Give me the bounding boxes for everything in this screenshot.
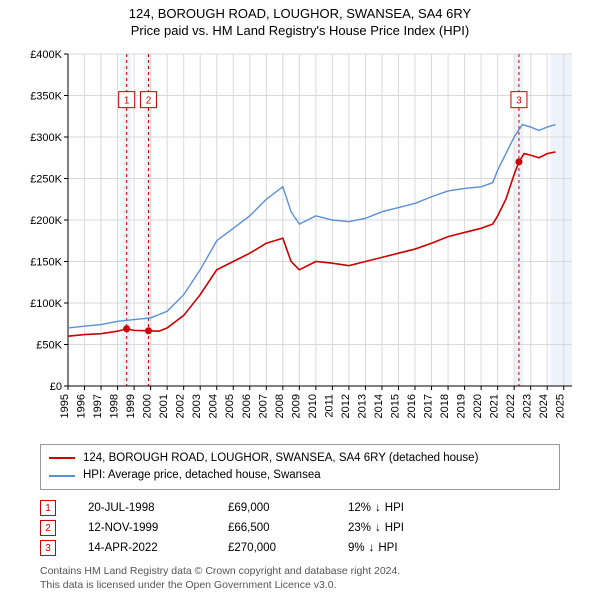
ytick-label: £300K — [30, 132, 62, 144]
sale-diff-pct: 23% — [348, 522, 371, 534]
chart-svg: £0 £50K £100K £150K £200K £250K £300K £350K £400… — [20, 46, 580, 436]
xtick-label: 2012 — [340, 394, 352, 418]
xtick-label: 2021 — [489, 394, 501, 418]
xtick-label: 2004 — [208, 394, 220, 418]
sale-diff-suffix: HPI — [385, 522, 404, 534]
sale-diff-suffix: HPI — [378, 542, 397, 554]
arrow-down-icon: ↓ — [369, 542, 375, 554]
sale-diff: 12% ↓ HPI — [348, 502, 404, 514]
ytick-label: £200K — [30, 215, 62, 227]
sale-marker — [145, 327, 152, 334]
sale-date: 12-NOV-1999 — [88, 522, 228, 534]
xtick-label: 2023 — [522, 394, 534, 418]
sale-marker — [515, 158, 522, 165]
chart-title: 124, BOROUGH ROAD, LOUGHOR, SWANSEA, SA4… — [0, 0, 600, 40]
sale-index-box: 2 — [40, 520, 56, 536]
legend-label: 124, BOROUGH ROAD, LOUGHOR, SWANSEA, SA4… — [83, 450, 478, 467]
ytick-label: £0 — [50, 381, 62, 393]
xtick-label: 1999 — [125, 394, 137, 418]
sales-row: 1 20-JUL-1998£69,00012% ↓ HPI — [40, 498, 560, 518]
sale-date: 20-JUL-1998 — [88, 502, 228, 514]
ytick-label: £100K — [30, 298, 62, 310]
sales-table: 120-JUL-1998£69,00012% ↓HPI212-NOV-1999£… — [40, 498, 560, 558]
sale-index-box: 3 — [40, 540, 56, 556]
sale-diff: 9% ↓HPI — [348, 542, 398, 554]
xtick-label: 2019 — [456, 394, 468, 418]
xtick-label: 2022 — [505, 394, 517, 418]
xtick-label: 2003 — [191, 394, 203, 418]
xtick-label: 2005 — [224, 394, 236, 418]
sale-diff: 23% ↓ HPI — [348, 522, 404, 534]
xtick-label: 2017 — [423, 394, 435, 418]
footer: Contains HM Land Registry data © Crown c… — [40, 564, 560, 592]
xtick-label: 2008 — [274, 394, 286, 418]
sale-diff-suffix: HPI — [385, 502, 404, 514]
xtick-label: 2006 — [241, 394, 253, 418]
legend-swatch — [49, 457, 75, 459]
legend-label: HPI: Average price, detached house, Swan… — [83, 467, 321, 484]
xtick-label: 2015 — [389, 394, 401, 418]
xtick-label: 2000 — [142, 394, 154, 418]
callout-number: 3 — [516, 95, 522, 106]
xtick-label: 2016 — [406, 394, 418, 418]
chart-container: £0 £50K £100K £150K £200K £250K £300K £350K £400… — [20, 46, 580, 436]
series-price_paid — [68, 152, 555, 336]
xtick-label: 2010 — [307, 394, 319, 418]
xtick-label: 2018 — [439, 394, 451, 418]
xtick-label: 1995 — [59, 394, 71, 418]
xtick-label: 2001 — [158, 394, 170, 418]
title-line1: 124, BOROUGH ROAD, LOUGHOR, SWANSEA, SA4… — [0, 6, 600, 23]
arrow-down-icon: ↓ — [375, 502, 381, 514]
arrow-down-icon: ↓ — [375, 522, 381, 534]
xtick-label: 2014 — [373, 394, 385, 418]
xtick-label: 2009 — [290, 394, 302, 418]
footer-line2: This data is licensed under the Open Gov… — [40, 578, 560, 592]
sales-row: 2 12-NOV-1999£66,50023% ↓ HPI — [40, 518, 560, 538]
xtick-label: 1998 — [109, 394, 121, 418]
xtick-label: 2025 — [555, 394, 567, 418]
xtick-label: 2007 — [257, 394, 269, 418]
ytick-label: £250K — [30, 173, 62, 185]
title-line2: Price paid vs. HM Land Registry's House … — [0, 23, 600, 40]
xtick-label: 1996 — [76, 394, 88, 418]
sale-diff-pct: 12% — [348, 502, 371, 514]
ytick-label: £50K — [36, 339, 62, 351]
sale-price: £66,500 — [228, 522, 348, 534]
series-hpi — [68, 124, 555, 327]
xtick-label: 1997 — [92, 394, 104, 418]
legend-swatch — [49, 475, 75, 477]
sale-diff-pct: 9% — [348, 542, 365, 554]
sale-marker — [123, 325, 130, 332]
ytick-label: £400K — [30, 49, 62, 61]
sale-index-box: 1 — [40, 500, 56, 516]
xtick-label: 2011 — [323, 394, 335, 418]
xtick-label: 2002 — [175, 394, 187, 418]
legend-item: HPI: Average price, detached house, Swan… — [49, 467, 551, 484]
legend-item: 124, BOROUGH ROAD, LOUGHOR, SWANSEA, SA4… — [49, 450, 551, 467]
sales-row: 3 14-APR-2022£270,0009% ↓HPI — [40, 538, 560, 558]
legend: 124, BOROUGH ROAD, LOUGHOR, SWANSEA, SA4… — [40, 444, 560, 491]
xtick-label: 2024 — [538, 394, 550, 418]
callout-number: 1 — [124, 95, 130, 106]
ytick-label: £350K — [30, 90, 62, 102]
ytick-label: £150K — [30, 256, 62, 268]
xtick-label: 2020 — [472, 394, 484, 418]
footer-line1: Contains HM Land Registry data © Crown c… — [40, 564, 560, 578]
callout-number: 2 — [146, 95, 152, 106]
sale-date: 14-APR-2022 — [88, 542, 228, 554]
sale-price: £270,000 — [228, 542, 348, 554]
sale-price: £69,000 — [228, 502, 348, 514]
xtick-label: 2013 — [356, 394, 368, 418]
